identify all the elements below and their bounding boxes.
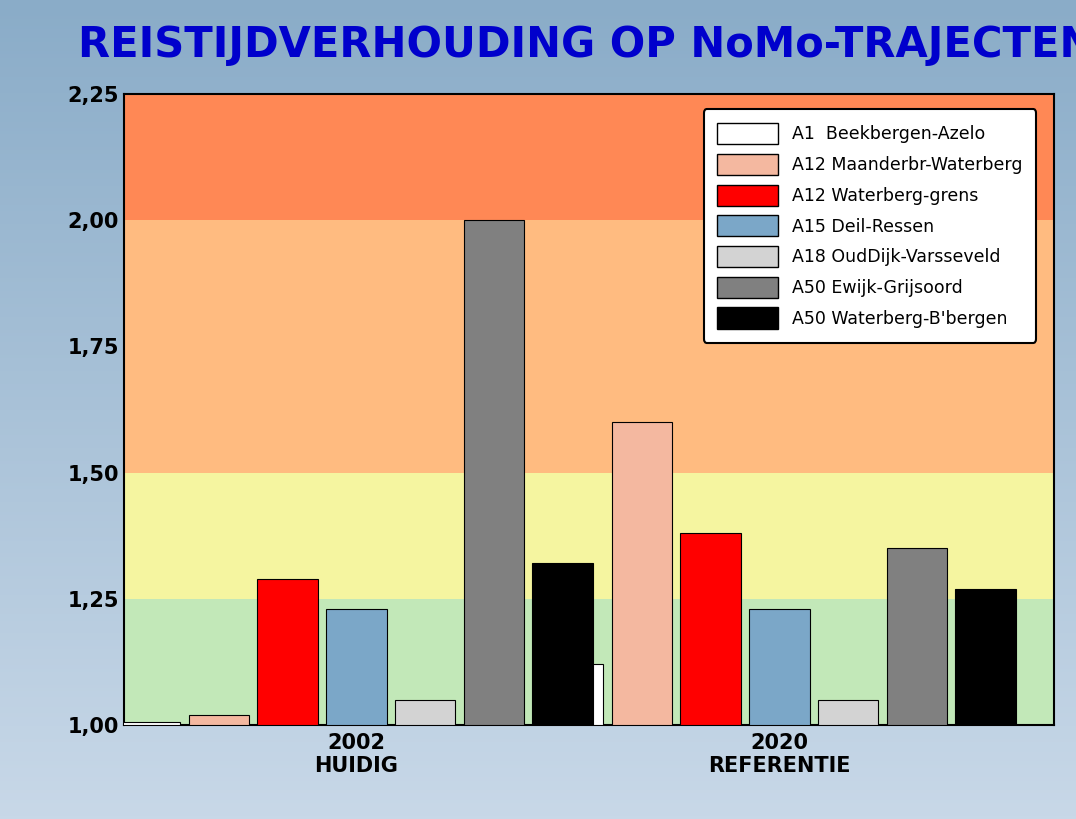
Bar [533,563,593,725]
Bar [749,609,810,725]
Bar [188,715,250,725]
Bar [464,220,524,725]
Bar [257,578,317,725]
Bar [887,548,947,725]
Bar [326,609,386,725]
Bar [818,699,878,725]
Text: REISTIJDVERHOUDING OP NoMo-TRAJECTEN: REISTIJDVERHOUDING OP NoMo-TRAJECTEN [79,24,1076,66]
Bar [119,722,181,725]
Bar [124,473,1054,599]
Bar [955,589,1016,725]
Bar [124,599,1054,725]
Bar [680,533,741,725]
Bar [543,664,604,725]
Bar [612,422,672,725]
Bar [124,220,1054,473]
Bar [124,94,1054,220]
Legend: A1  Beekbergen-Azelo, A12 Maanderbr-Waterberg, A12 Waterberg-grens, A15 Deil-Res: A1 Beekbergen-Azelo, A12 Maanderbr-Water… [704,109,1036,342]
Bar [395,699,455,725]
